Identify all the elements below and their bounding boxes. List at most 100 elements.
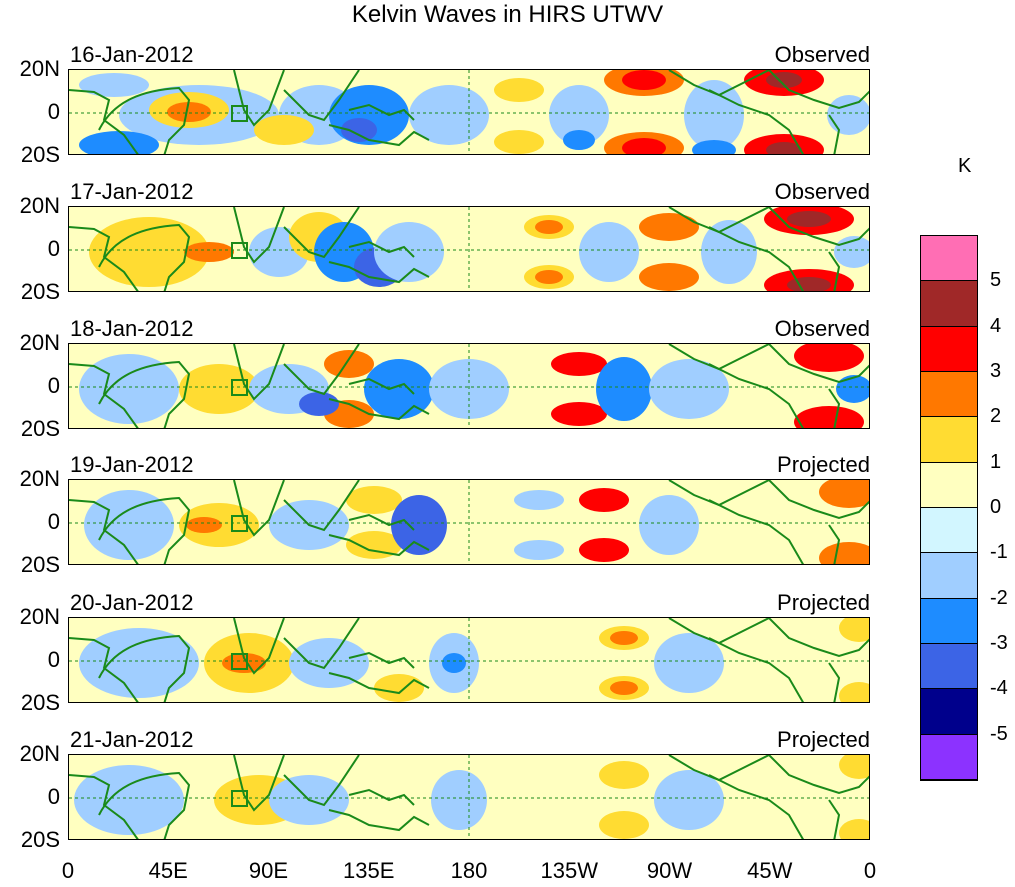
anomaly-contour: [794, 344, 864, 372]
coastline: [828, 524, 841, 564]
anomaly-contour: [579, 222, 639, 282]
anomaly-field: [69, 344, 869, 428]
colorbar-tick-label: -4: [990, 677, 1008, 700]
anomaly-contour: [364, 359, 434, 419]
anomaly-contour: [79, 131, 159, 154]
anomaly-contour: [766, 142, 802, 154]
coastline: [328, 809, 430, 832]
anomaly-contour: [599, 761, 649, 789]
anomaly-contour: [494, 130, 544, 154]
map-panel: [68, 343, 870, 429]
coastline: [828, 799, 841, 839]
panel-date: 20-Jan-2012: [70, 590, 194, 615]
coastline: [69, 89, 139, 154]
coastline: [328, 124, 430, 147]
latitude-label: 0: [47, 236, 60, 261]
coastline: [828, 388, 841, 428]
coastline: [328, 534, 430, 557]
coastline: [328, 398, 430, 421]
colorbar-swatch: [921, 372, 977, 418]
colorbar-tick-label: 2: [990, 405, 1002, 428]
anomaly-contour: [599, 811, 649, 839]
colorbar-tick-label: 3: [990, 360, 1002, 382]
anomaly-contour: [494, 78, 544, 102]
latitude-label: 0: [47, 509, 60, 534]
anomaly-contour: [535, 270, 563, 284]
panel-status: Observed: [774, 316, 870, 341]
anomaly-contour: [391, 495, 447, 555]
colorbar-swatch: [921, 417, 977, 463]
anomaly-field: [69, 480, 869, 564]
coastline: [283, 207, 360, 259]
anomaly-contour: [442, 653, 466, 673]
latitude-label: 20N: [19, 330, 60, 355]
anomaly-contour: [167, 102, 211, 122]
coastline: [828, 251, 841, 291]
reference-box: [231, 105, 248, 122]
coastline: [708, 499, 805, 564]
coastline: [283, 618, 360, 670]
anomaly-contour: [346, 531, 402, 559]
panel-date: 21-Jan-2012: [70, 727, 194, 752]
colorbar-swatch: [921, 734, 977, 780]
coastline: [768, 755, 869, 795]
anomaly-contour: [649, 359, 729, 419]
latitude-label: 20N: [19, 193, 60, 218]
anomaly-field: [69, 755, 869, 839]
anomaly-contour: [622, 138, 666, 154]
reference-box: [231, 242, 248, 259]
coastline: [98, 634, 191, 702]
colorbar-tick-label: 4: [990, 314, 1002, 337]
anomaly-contour: [839, 682, 869, 702]
colorbar-swatch: [921, 598, 977, 644]
anomaly-contour: [827, 95, 869, 135]
anomaly-contour: [514, 540, 564, 560]
panel-date: 16-Jan-2012: [70, 42, 194, 67]
colorbar-tick-label: 1: [990, 450, 1002, 473]
coastline: [98, 86, 191, 154]
coastline: [708, 774, 805, 839]
anomaly-contour: [701, 220, 757, 284]
coastline: [768, 70, 869, 110]
latitude-label: 20S: [20, 416, 60, 441]
anomaly-field: [69, 207, 869, 291]
anomaly-contour: [579, 488, 629, 512]
map-panel: [68, 479, 870, 565]
latitude-label: 0: [47, 99, 60, 124]
coastline: [328, 261, 430, 284]
anomaly-contour: [346, 486, 402, 514]
coastline: [98, 771, 191, 839]
anomaly-contour: [74, 765, 184, 835]
coastline: [768, 344, 869, 384]
map-panel: [68, 754, 870, 840]
latitude-label: 20S: [20, 279, 60, 304]
anomaly-contour: [563, 130, 595, 150]
coastline: [233, 480, 285, 537]
anomaly-contour: [341, 118, 377, 142]
coastline: [98, 223, 191, 291]
anomaly-contour: [79, 73, 149, 97]
latitude-label: 0: [47, 647, 60, 672]
anomaly-contour: [549, 85, 609, 145]
coastline: [708, 89, 805, 154]
coastline: [233, 755, 285, 812]
anomaly-field: [69, 618, 869, 702]
coastline: [768, 618, 869, 658]
coastline: [233, 70, 285, 127]
coastline: [69, 363, 139, 428]
coastline: [283, 480, 360, 532]
map-panel: [68, 206, 870, 292]
anomaly-contour: [839, 755, 869, 779]
anomaly-contour: [79, 628, 199, 698]
anomaly-contour: [654, 770, 724, 830]
latitude-label: 20N: [19, 466, 60, 491]
colorbar-swatch: [921, 689, 977, 735]
coastline: [283, 70, 360, 122]
coastline: [69, 637, 139, 702]
coastline: [69, 499, 139, 564]
panel-date: 19-Jan-2012: [70, 452, 194, 477]
coastline: [69, 226, 139, 291]
anomaly-contour: [787, 211, 831, 227]
anomaly-contour: [839, 819, 869, 839]
panel-status: Observed: [774, 42, 870, 67]
